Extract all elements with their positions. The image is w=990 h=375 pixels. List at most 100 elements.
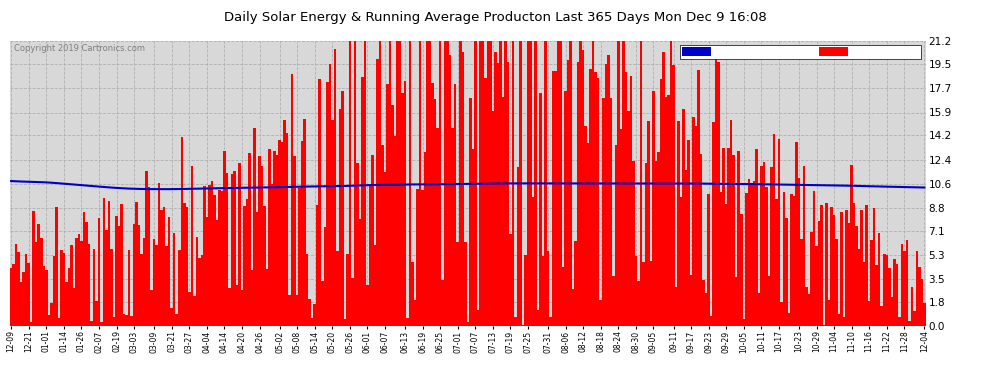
Bar bbox=[838, 314, 841, 326]
Bar bbox=[429, 37, 432, 326]
Bar bbox=[770, 167, 772, 326]
Bar bbox=[20, 282, 23, 326]
Bar bbox=[339, 109, 342, 326]
Bar bbox=[143, 238, 146, 326]
Bar bbox=[858, 249, 860, 326]
Bar bbox=[437, 128, 439, 326]
Bar bbox=[813, 191, 815, 326]
Bar bbox=[271, 184, 273, 326]
Bar bbox=[70, 244, 72, 326]
Bar bbox=[602, 98, 605, 326]
Bar bbox=[77, 234, 80, 326]
Bar bbox=[532, 196, 535, 326]
Bar bbox=[883, 254, 885, 326]
Bar bbox=[138, 225, 141, 326]
Bar bbox=[644, 163, 647, 326]
Bar bbox=[190, 166, 193, 326]
Bar bbox=[248, 153, 250, 326]
Bar bbox=[718, 62, 720, 326]
Bar bbox=[725, 204, 728, 326]
Bar bbox=[625, 72, 627, 326]
Bar bbox=[336, 251, 339, 326]
Bar bbox=[319, 79, 321, 326]
Bar bbox=[517, 167, 519, 326]
Bar bbox=[293, 156, 296, 326]
Bar bbox=[702, 280, 705, 326]
Bar bbox=[847, 224, 850, 326]
Bar bbox=[800, 240, 803, 326]
Bar bbox=[178, 250, 180, 326]
Bar bbox=[401, 93, 404, 326]
Bar bbox=[649, 261, 652, 326]
Bar bbox=[780, 302, 783, 326]
Bar bbox=[805, 287, 808, 326]
Bar bbox=[607, 55, 610, 326]
Bar bbox=[75, 238, 77, 326]
Bar bbox=[481, 37, 484, 326]
Bar bbox=[742, 320, 745, 326]
Bar bbox=[40, 238, 43, 326]
Bar bbox=[489, 37, 492, 326]
Bar bbox=[353, 37, 356, 326]
Bar bbox=[747, 179, 750, 326]
Bar bbox=[546, 251, 549, 326]
Bar bbox=[828, 300, 831, 326]
Bar bbox=[188, 292, 190, 326]
Bar bbox=[865, 205, 868, 326]
Bar bbox=[389, 37, 391, 326]
Bar bbox=[198, 258, 201, 326]
Bar bbox=[216, 220, 218, 326]
Bar bbox=[265, 269, 268, 326]
Bar bbox=[615, 145, 617, 326]
Bar bbox=[790, 194, 793, 326]
Bar bbox=[446, 37, 448, 326]
Bar bbox=[692, 117, 695, 326]
Bar bbox=[777, 139, 780, 326]
Bar bbox=[519, 37, 522, 326]
Bar bbox=[283, 120, 286, 326]
Bar bbox=[845, 210, 847, 326]
Bar bbox=[417, 189, 419, 326]
Bar bbox=[690, 275, 692, 326]
Bar bbox=[276, 155, 278, 326]
Bar bbox=[434, 99, 437, 326]
Bar bbox=[760, 166, 762, 326]
Bar bbox=[818, 221, 821, 326]
Bar bbox=[572, 288, 574, 326]
Bar bbox=[321, 280, 324, 326]
Bar bbox=[329, 64, 331, 326]
Bar bbox=[100, 322, 103, 326]
Bar bbox=[396, 37, 399, 326]
Bar bbox=[466, 322, 469, 326]
Legend: Average  (kWh), Daily  (kWh): Average (kWh), Daily (kWh) bbox=[680, 45, 921, 58]
Bar bbox=[921, 279, 923, 326]
Bar bbox=[873, 208, 875, 326]
Bar bbox=[562, 267, 564, 326]
Bar bbox=[795, 142, 798, 326]
Bar bbox=[386, 84, 389, 326]
Bar bbox=[43, 266, 45, 326]
Bar bbox=[15, 244, 18, 326]
Bar bbox=[730, 120, 733, 326]
Bar bbox=[810, 232, 813, 326]
Bar bbox=[165, 246, 168, 326]
Bar bbox=[244, 206, 246, 326]
Bar bbox=[208, 185, 211, 326]
Bar bbox=[141, 254, 143, 326]
Bar bbox=[549, 317, 551, 326]
Bar bbox=[281, 142, 283, 326]
Bar bbox=[878, 233, 880, 326]
Bar bbox=[351, 279, 353, 326]
Bar bbox=[579, 37, 582, 326]
Bar bbox=[444, 37, 446, 326]
Bar bbox=[258, 156, 260, 326]
Bar bbox=[131, 316, 133, 326]
Bar bbox=[708, 194, 710, 326]
Bar bbox=[574, 242, 577, 326]
Bar bbox=[379, 37, 381, 326]
Bar bbox=[309, 299, 311, 326]
Bar bbox=[677, 121, 680, 326]
Bar bbox=[419, 37, 422, 326]
Bar bbox=[752, 182, 755, 326]
Bar bbox=[680, 197, 682, 326]
